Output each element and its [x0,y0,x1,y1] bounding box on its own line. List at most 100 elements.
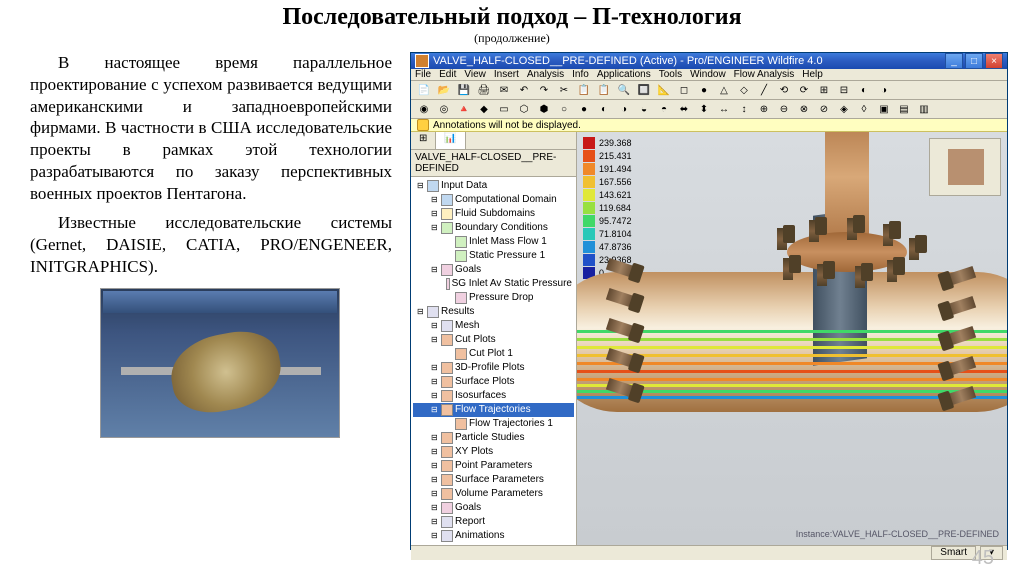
tree-item-static-pressure-1[interactable]: Static Pressure 1 [413,249,574,263]
tree-item-inlet-mass-flow-1[interactable]: Inlet Mass Flow 1 [413,235,574,249]
tree-item-sg-inlet-av-static-pressure[interactable]: SG Inlet Av Static Pressure [413,277,574,291]
tree-item-animations[interactable]: ⊟Animations [413,529,574,543]
tree-item-xy-plots[interactable]: ⊟XY Plots [413,445,574,459]
tree-panel[interactable]: ⊞ 📊 VALVE_HALF-CLOSED__PRE-DEFINED ⊟Inpu… [411,132,577,545]
tree-item-3d-profile-plots[interactable]: ⊟3D-Profile Plots [413,361,574,375]
toolbar2-btn-22[interactable]: ◊ [855,100,873,118]
titlebar[interactable]: VALVE_HALF-CLOSED__PRE-DEFINED (Active) … [411,53,1007,69]
toolbar1-btn-22[interactable]: ◐ [855,81,873,99]
tree-item-results[interactable]: ⊟Results [413,305,574,319]
tree-item-isosurfaces[interactable]: ⊟Isosurfaces [413,389,574,403]
toolbar2-btn-25[interactable]: ▥ [915,100,933,118]
toolbar2-btn-9[interactable]: ◐ [595,100,613,118]
toolbar2-btn-13[interactable]: ⬌ [675,100,693,118]
tree-tab-model[interactable]: ⊞ [411,132,436,149]
menu-flow-analysis[interactable]: Flow Analysis [734,69,795,80]
menu-view[interactable]: View [464,69,486,80]
tree-item-goals[interactable]: ⊟Goals [413,501,574,515]
toolbar2-btn-1[interactable]: ◎ [435,100,453,118]
menu-window[interactable]: Window [690,69,726,80]
menu-insert[interactable]: Insert [494,69,519,80]
toolbar1-btn-5[interactable]: ↶ [515,81,533,99]
toolbar1-btn-3[interactable]: 🖨 [475,81,493,99]
tree-item-mesh[interactable]: ⊟Mesh [413,319,574,333]
toolbar1-btn-4[interactable]: ✉ [495,81,513,99]
tree-item-input-data[interactable]: ⊟Input Data [413,179,574,193]
toolbar1-btn-21[interactable]: ⊟ [835,81,853,99]
toolbar2-btn-0[interactable]: ◉ [415,100,433,118]
tree-item-surface-parameters[interactable]: ⊟Surface Parameters [413,473,574,487]
tree-item-computational-domain[interactable]: ⊟Computational Domain [413,193,574,207]
toolbar2-btn-24[interactable]: ▤ [895,100,913,118]
menu-edit[interactable]: Edit [439,69,456,80]
toolbar1-btn-8[interactable]: 📋 [575,81,593,99]
viewport-3d[interactable]: 239.368215.431191.494167.556143.621119.6… [577,132,1007,545]
tree-item-surface-plots[interactable]: ⊟Surface Plots [413,375,574,389]
toolbar1-btn-19[interactable]: ⟳ [795,81,813,99]
toolbar1-btn-1[interactable]: 📂 [435,81,453,99]
toolbar1-btn-6[interactable]: ↷ [535,81,553,99]
menu-file[interactable]: File [415,69,431,80]
status-smart[interactable]: Smart [931,546,976,560]
toolbar2-btn-18[interactable]: ⊖ [775,100,793,118]
toolbar2-btn-4[interactable]: ▭ [495,100,513,118]
tree-item-point-parameters[interactable]: ⊟Point Parameters [413,459,574,473]
toolbar1-btn-20[interactable]: ⊞ [815,81,833,99]
toolbar1-btn-15[interactable]: △ [715,81,733,99]
toolbar1-btn-9[interactable]: 📋 [595,81,613,99]
close-button[interactable]: × [985,53,1003,69]
toolbar2-btn-3[interactable]: ◆ [475,100,493,118]
toolbar2-btn-11[interactable]: ◒ [635,100,653,118]
tree-item-volume-parameters[interactable]: ⊟Volume Parameters [413,487,574,501]
toolbar1-btn-16[interactable]: ◇ [735,81,753,99]
toolbar2-btn-17[interactable]: ⊕ [755,100,773,118]
toolbar1-btn-7[interactable]: ✂ [555,81,573,99]
toolbar2-btn-10[interactable]: ◑ [615,100,633,118]
toolbar1-btn-10[interactable]: 🔍 [615,81,633,99]
toolbar2-btn-23[interactable]: ▣ [875,100,893,118]
menu-help[interactable]: Help [802,69,823,80]
toolbar2-btn-6[interactable]: ⬢ [535,100,553,118]
menu-tools[interactable]: Tools [659,69,682,80]
orientation-preview[interactable] [929,138,1001,196]
minimize-button[interactable]: _ [945,53,963,69]
tree-item-report[interactable]: ⊟Report [413,515,574,529]
menubar[interactable]: File Edit View Insert Analysis Info Applicatio… [411,69,1007,81]
toolbar1-btn-12[interactable]: 📐 [655,81,673,99]
menu-info[interactable]: Info [572,69,589,80]
toolbar2-btn-20[interactable]: ⊘ [815,100,833,118]
toolbar1-btn-0[interactable]: 📄 [415,81,433,99]
toolbar1-btn-13[interactable]: ◻ [675,81,693,99]
toolbar2-btn-14[interactable]: ⬍ [695,100,713,118]
tree-item-fluid-subdomains[interactable]: ⊟Fluid Subdomains [413,207,574,221]
toolbar-1[interactable]: 📄📂💾🖨✉↶↷✂📋📋🔍🔲📐◻●△◇╱⟲⟳⊞⊟◐◑ [411,81,1007,100]
menu-analysis[interactable]: Analysis [527,69,564,80]
toolbar2-btn-16[interactable]: ↕ [735,100,753,118]
tree-item-boundary-conditions[interactable]: ⊟Boundary Conditions [413,221,574,235]
toolbar-2[interactable]: ◉◎🔺◆▭⬡⬢○●◐◑◒◓⬌⬍↔↕⊕⊖⊗⊘◈◊▣▤▥ [411,100,1007,119]
toolbar1-btn-18[interactable]: ⟲ [775,81,793,99]
tree-tab-analysis[interactable]: 📊 [436,132,465,149]
tree-view[interactable]: ⊟Input Data⊟Computational Domain⊟Fluid S… [411,177,576,545]
tree-item-pressure-drop[interactable]: Pressure Drop [413,291,574,305]
tree-item-goals[interactable]: ⊟Goals [413,263,574,277]
maximize-button[interactable]: □ [965,53,983,69]
tree-item-cut-plots[interactable]: ⊟Cut Plots [413,333,574,347]
tree-item-particle-studies[interactable]: ⊟Particle Studies [413,431,574,445]
toolbar1-btn-11[interactable]: 🔲 [635,81,653,99]
menu-applications[interactable]: Applications [597,69,651,80]
toolbar2-btn-7[interactable]: ○ [555,100,573,118]
toolbar1-btn-14[interactable]: ● [695,81,713,99]
toolbar2-btn-15[interactable]: ↔ [715,100,733,118]
tree-item-cut-plot-1[interactable]: Cut Plot 1 [413,347,574,361]
toolbar2-btn-8[interactable]: ● [575,100,593,118]
toolbar2-btn-2[interactable]: 🔺 [455,100,473,118]
toolbar1-btn-23[interactable]: ◑ [875,81,893,99]
toolbar2-btn-5[interactable]: ⬡ [515,100,533,118]
toolbar2-btn-12[interactable]: ◓ [655,100,673,118]
toolbar2-btn-19[interactable]: ⊗ [795,100,813,118]
toolbar1-btn-17[interactable]: ╱ [755,81,773,99]
tree-item-flow-trajectories-1[interactable]: Flow Trajectories 1 [413,417,574,431]
tree-item-flow-trajectories[interactable]: ⊟Flow Trajectories [413,403,574,417]
toolbar1-btn-2[interactable]: 💾 [455,81,473,99]
